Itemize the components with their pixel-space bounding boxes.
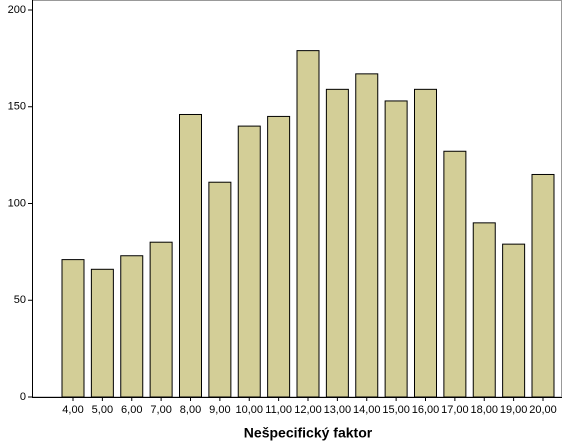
x-tick-label: 16,00	[412, 404, 440, 416]
bar	[208, 181, 232, 398]
x-tick-label: 8,00	[180, 404, 201, 416]
x-tick-label: 6,00	[121, 404, 142, 416]
y-tick-label: 50	[14, 294, 26, 306]
bar	[61, 259, 85, 398]
bar	[237, 125, 261, 398]
y-tick-label: 100	[8, 197, 26, 209]
x-tick-label: 10,00	[235, 404, 263, 416]
bar	[531, 173, 555, 398]
bar	[267, 115, 291, 398]
bar	[502, 243, 526, 398]
x-tick-label: 12,00	[294, 404, 322, 416]
bar	[149, 241, 173, 398]
bar	[414, 88, 437, 398]
x-tick-label: 17,00	[441, 404, 469, 416]
bar	[296, 50, 320, 398]
x-tick-label: 9,00	[209, 404, 230, 416]
x-axis-title: Nešpecifický faktor	[244, 425, 373, 441]
x-tick-label: 13,00	[324, 404, 352, 416]
y-tick-label: 200	[8, 4, 26, 16]
bar	[472, 222, 496, 398]
y-tick-label: 0	[20, 391, 26, 403]
x-tick-label: 18,00	[470, 404, 498, 416]
x-tick-label: 5,00	[92, 404, 113, 416]
bar	[325, 88, 349, 398]
bar	[384, 100, 408, 398]
bar	[355, 73, 379, 398]
bar	[443, 150, 467, 398]
bar	[120, 255, 144, 398]
bar	[179, 113, 202, 398]
x-tick-label: 7,00	[150, 404, 171, 416]
x-tick-label: 14,00	[353, 404, 381, 416]
x-tick-label: 19,00	[500, 404, 528, 416]
bar	[90, 268, 114, 398]
x-tick-label: 11,00	[265, 404, 292, 416]
x-tick-label: 20,00	[529, 404, 557, 416]
y-tick-label: 150	[8, 101, 26, 113]
x-tick-label: 15,00	[382, 404, 410, 416]
x-tick-label: 4,00	[62, 404, 83, 416]
